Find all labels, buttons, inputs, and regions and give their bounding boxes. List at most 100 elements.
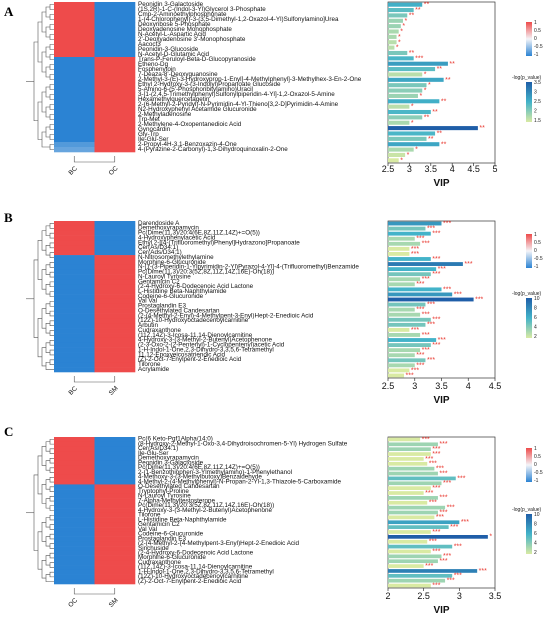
- vip-bar: [388, 120, 410, 125]
- dendrogram-branch: [49, 524, 54, 530]
- heatmap-cell: [54, 536, 95, 542]
- significance-stars: ***: [422, 312, 430, 319]
- heatmap-cell: [94, 579, 136, 585]
- vip-bar: [388, 496, 438, 500]
- dendrogram-branch: [49, 562, 54, 568]
- dendrogram-branch: [49, 104, 54, 110]
- heatmap-cell: [54, 57, 95, 63]
- significance-stars: **: [424, 2, 430, 9]
- significance-stars: *: [411, 104, 414, 111]
- dendrogram-branch: [49, 74, 54, 80]
- metabolite-label: Gly-Trp: [138, 131, 159, 138]
- significance-stars: *: [428, 82, 431, 89]
- heatmap-cell: [54, 493, 95, 499]
- heatmap-cell: [94, 441, 136, 447]
- significance-stars: ***: [415, 55, 423, 62]
- metabolite-label: Darendoside A: [138, 220, 180, 227]
- heatmap-cell: [54, 484, 95, 490]
- metabolite-label: 2-(6-Methyl-2-Pyridyl)-N-Pyrimidin-4-Yl-…: [138, 101, 339, 108]
- heatmap-cell: [54, 465, 95, 471]
- heat-legend-label: -1: [534, 264, 539, 270]
- vip-bar: [388, 152, 406, 157]
- group-label: SM: [108, 385, 120, 397]
- heatmap-cell: [94, 460, 136, 466]
- heatmap-cell: [94, 569, 136, 575]
- vip-bar: [388, 282, 415, 287]
- significance-stars: *: [402, 23, 405, 30]
- metabolite-label: 5-Amino-6-(5'-Phosphoribitylamino)Uracil: [138, 86, 253, 93]
- heatmap-cell: [54, 2, 95, 8]
- heatmap-cell: [94, 508, 136, 514]
- heatmap-cell: [94, 32, 136, 38]
- dendrogram-branch: [49, 262, 54, 268]
- heatmap-cell: [54, 250, 95, 256]
- dendrogram-branch: [45, 245, 50, 256]
- heat-legend-bar: [526, 22, 532, 56]
- heatmap-cell: [94, 531, 136, 537]
- vip-bar: [388, 363, 415, 368]
- significance-stars: ***: [436, 514, 444, 521]
- heatmap-cell: [94, 465, 136, 471]
- heatmap-cell: [54, 460, 95, 466]
- heatmap-cell: [94, 446, 136, 452]
- heatmap-cell: [94, 142, 136, 148]
- heat-legend-bar: [526, 234, 532, 268]
- vip-bar: [388, 13, 408, 18]
- heatmap-cell: [94, 107, 136, 113]
- vip-bar: [388, 231, 431, 236]
- metabolite-label: Hexamethylquercetagetin: [138, 96, 210, 103]
- heatmap-cell: [54, 503, 95, 509]
- dendrogram-branch: [45, 479, 50, 490]
- x-axis-label: VIP: [433, 178, 449, 189]
- panel-letter: A: [4, 4, 14, 19]
- metabolite-label: Prostaglandin E3: [138, 535, 186, 542]
- dendrogram-branch: [49, 458, 54, 464]
- heatmap-cell: [54, 117, 95, 123]
- heatmap-cell: [94, 522, 136, 528]
- vip-bar: [388, 56, 414, 61]
- vip-bar: [388, 292, 453, 297]
- heatmap-cell: [94, 7, 136, 13]
- heatmap-cell: [54, 32, 95, 38]
- metabolite-label: (8-Hydroxy-2-Methyl-1-Oxo-3,4-Dihydroiso…: [138, 440, 348, 447]
- dendrogram-branch: [41, 446, 46, 466]
- x-tick-label: 3: [457, 591, 462, 601]
- significance-stars: ***: [432, 548, 440, 555]
- vip-bar: [388, 307, 415, 312]
- vip-bar: [388, 333, 421, 337]
- metabolite-label: (2-4-Hydroxy-6-Dodecenoic Acid Lactone: [138, 550, 254, 557]
- pvalue-legend-label: 3.5: [534, 80, 541, 86]
- dendrogram-branch: [45, 86, 50, 98]
- heatmap-cell: [94, 437, 136, 443]
- significance-stars: ***: [454, 543, 462, 550]
- significance-stars: ***: [447, 504, 455, 511]
- metabolite-label: (11Z,14Z)-3-Icosa-11,14-Dienoylcarnitine: [138, 332, 253, 339]
- heat-legend-label: -1: [534, 478, 539, 484]
- dendrogram-branch: [49, 477, 54, 483]
- significance-stars: ***: [432, 485, 440, 492]
- heatmap-cell: [54, 264, 95, 271]
- vip-bar: [388, 272, 431, 277]
- vip-bar: [388, 539, 428, 544]
- metabolite-label: 1-H-Indol-1-One,2,3-Dihydro-3,3,5,6-Tetr…: [138, 346, 274, 353]
- vip-bar: [388, 241, 421, 246]
- dendrogram-branch: [49, 114, 54, 120]
- metabolite-label: Deoxyribose 5-Phosphate: [138, 21, 211, 28]
- significance-stars: ***: [438, 266, 446, 273]
- heat-legend-label: 1: [534, 20, 537, 26]
- heatmap-cell: [94, 87, 136, 93]
- pvalue-legend-label: 6: [534, 531, 537, 537]
- dendrogram-branch: [37, 101, 42, 140]
- heatmap-cell: [54, 37, 95, 43]
- heatmap-cell: [94, 274, 136, 280]
- vip-bar: [388, 24, 401, 29]
- vip-bar: [388, 476, 456, 481]
- metabolite-label: Ethyl 2-Hydroxy-3-(3-Indolyl)Propanoate …: [138, 81, 281, 88]
- significance-stars: ***: [475, 296, 483, 303]
- significance-stars: ***: [429, 461, 437, 468]
- heatmap-cell: [94, 235, 136, 241]
- heatmap-cell: [54, 62, 95, 68]
- dendrogram-branch: [49, 232, 54, 239]
- heatmap-cell: [94, 57, 136, 63]
- dendrogram-branch: [49, 448, 54, 454]
